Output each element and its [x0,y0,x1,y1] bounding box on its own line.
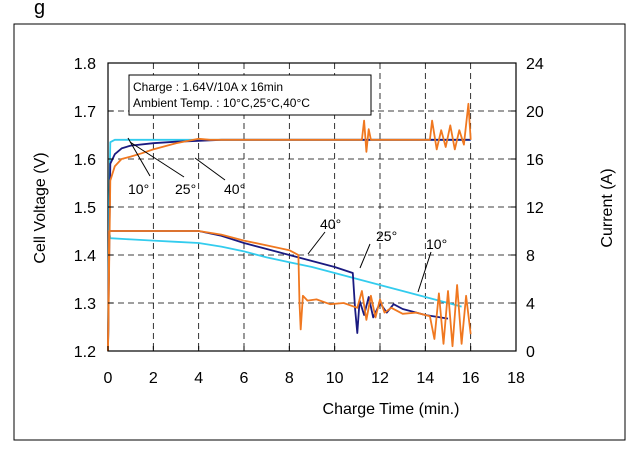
y-right-tick-label: 8 [526,248,535,265]
y-right-tick-label: 20 [526,104,544,121]
x-tick-label: 6 [240,370,249,387]
y-right-tick-label: 16 [526,152,544,169]
x-tick-label: 0 [104,370,113,387]
x-tick-label: 14 [416,370,434,387]
legend-box: Charge : 1.64V/10A x 16min Ambient Temp.… [128,74,372,116]
annotation-label-voltage: 25° [175,181,196,197]
x-tick-label: 4 [194,370,203,387]
legend-line-2: Ambient Temp. : 10°C,25°C,40°C [133,96,310,110]
annotations: 10° 25° 40° 40° 25° 10° [127,137,447,293]
y-right-tick-label: 0 [526,344,535,361]
annotation-label-current: 40° [320,216,341,232]
y-left-tick-label: 1.7 [74,104,96,121]
y-left-tick-label: 1.5 [74,200,96,217]
annotation-leader [194,157,226,181]
y-left-tick-label: 1.2 [74,344,96,361]
y-right-tick-label: 12 [526,200,544,217]
figure-frame [13,23,626,441]
annotation-leader [129,141,185,178]
legend-line-1: Charge : 1.64V/10A x 16min [133,80,283,94]
annotation-label-current: 10° [426,236,447,252]
series-current-40c-line [107,230,472,352]
x-tick-label: 2 [149,370,158,387]
y-axis-left-label: Cell Voltage (V) [32,152,49,263]
legend-frame [128,74,372,116]
x-tick-label: 18 [507,370,525,387]
annotation-leader [127,137,151,177]
annotation-leader [359,243,371,269]
series-voltage-40c-line [107,102,472,352]
axis-ticks: 0 2 4 6 8 10 12 14 16 181.21.31.41.51.61.71.80481… [74,56,544,387]
y-left-tick-label: 1.6 [74,152,96,169]
annotation-leader [417,251,432,293]
series-current-10c-line [107,230,462,352]
y-left-tick-label: 1.3 [74,296,96,313]
header-fragment: g [34,0,45,19]
annotation-label-voltage: 40° [224,181,245,197]
x-tick-label: 8 [285,370,294,387]
x-axis-label: Charge Time (min.) [323,401,460,418]
x-tick-label: 12 [371,370,389,387]
y-left-tick-label: 1.4 [74,248,96,265]
series-current-25c-line [107,230,449,352]
y-right-tick-label: 4 [526,296,535,313]
annotation-leader [307,231,326,255]
y-axis-right-label: Current (A) [599,168,616,247]
x-tick-label: 16 [462,370,480,387]
annotation-label-voltage: 10° [128,181,149,197]
x-tick-label: 10 [326,370,344,387]
y-left-tick-label: 1.8 [74,56,96,73]
annotation-label-current: 25° [376,228,397,244]
y-right-tick-label: 24 [526,56,544,73]
